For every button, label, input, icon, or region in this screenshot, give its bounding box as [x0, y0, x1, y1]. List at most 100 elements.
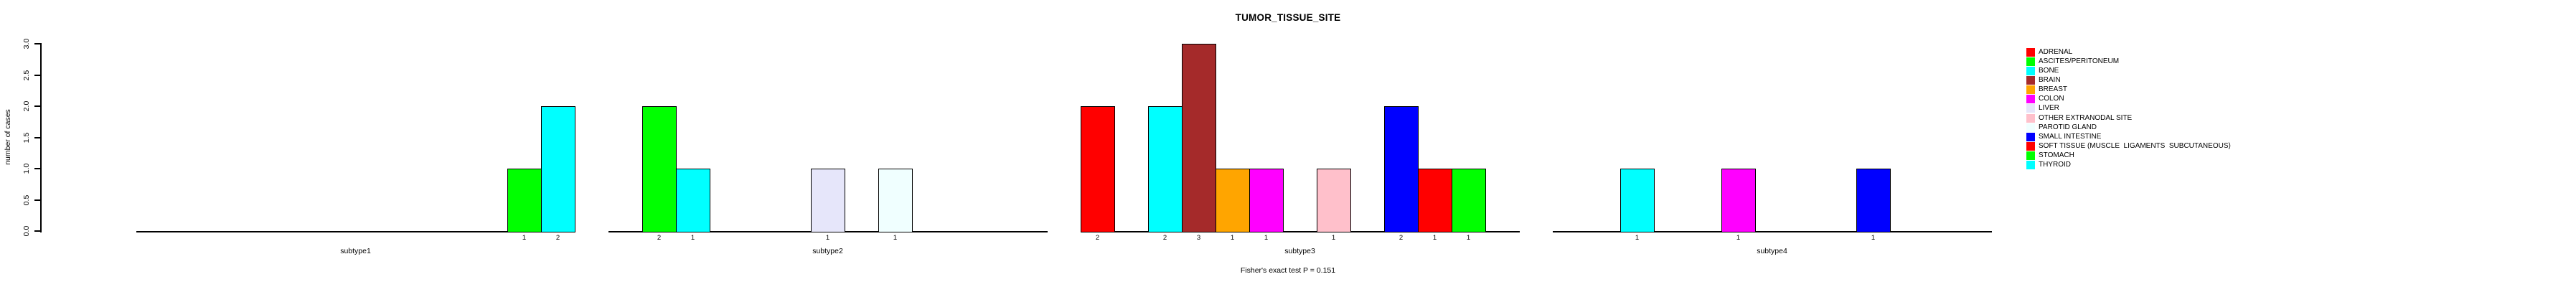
bar-subtype4: [1856, 169, 1891, 232]
legend-color-swatch: [2026, 123, 2035, 132]
y-tick-label: 2.5: [22, 70, 31, 80]
legend-label: SMALL INTESTINE: [2039, 133, 2102, 141]
legend-label: OTHER EXTRANODAL SITE: [2039, 114, 2133, 122]
legend-color-swatch: [2026, 103, 2035, 113]
legend-label: PAROTID GLAND: [2039, 123, 2097, 131]
bar-subtype2: [676, 169, 710, 232]
legend-color-swatch: [2026, 132, 2035, 141]
x-axis-line: [1553, 231, 1992, 232]
legend-item: ASCITES/PERITONEUM: [2026, 57, 2119, 66]
legend-label: ASCITES/PERITONEUM: [2039, 57, 2120, 65]
chart-title: TUMOR_TISSUE_SITE: [1235, 12, 1341, 23]
legend-label: THYROID: [2039, 161, 2071, 169]
legend-color-swatch: [2026, 94, 2035, 103]
bar-value-label: 1: [1264, 234, 1269, 242]
fisher-test-annotation: Fisher's exact test P = 0.151: [1240, 266, 1336, 275]
bar-value-label: 1: [522, 234, 527, 242]
y-tick: [34, 230, 40, 232]
bar-value-label: 1: [893, 234, 898, 242]
legend-label: LIVER: [2039, 104, 2059, 112]
legend-label: STOMACH: [2039, 151, 2074, 159]
bar-subtype1: [541, 106, 575, 232]
x-axis-line: [1081, 231, 1520, 232]
bar-value-label: 1: [1736, 234, 1741, 242]
legend-label: BRAIN: [2039, 76, 2061, 84]
legend-color-swatch: [2026, 47, 2035, 57]
legend-item: ADRENAL: [2026, 47, 2072, 57]
y-tick-label: 3.0: [22, 38, 31, 50]
legend-color-swatch: [2026, 113, 2035, 123]
y-axis-label: number of cases: [4, 109, 12, 165]
legend-label: ADRENAL: [2039, 48, 2073, 56]
bar-value-label: 2: [555, 234, 560, 242]
bar-subtype3: [1249, 169, 1284, 232]
legend-color-swatch: [2026, 141, 2035, 151]
y-tick: [34, 74, 40, 76]
legend-item: COLON: [2026, 94, 2064, 103]
y-tick: [34, 136, 40, 138]
legend-color-swatch: [2026, 151, 2035, 160]
bar-subtype3: [1216, 169, 1250, 232]
group-label-subtype2: subtype2: [812, 247, 843, 255]
bar-value-label: 1: [1432, 234, 1437, 242]
legend-item: LIVER: [2026, 103, 2059, 113]
bar-subtype2: [811, 169, 845, 232]
bar-value-label: 1: [825, 234, 830, 242]
y-axis-line: [40, 43, 42, 232]
group-label-subtype1: subtype1: [340, 247, 371, 255]
bar-value-label: 1: [1230, 234, 1235, 242]
legend-label: SOFT TISSUE (MUSCLE LIGAMENTS SUBCUTANEO…: [2039, 142, 2231, 150]
bar-subtype2: [878, 169, 913, 232]
y-tick-label: 0.5: [22, 194, 31, 205]
group-label-subtype4: subtype4: [1757, 247, 1787, 255]
y-tick-label: 2.0: [22, 100, 31, 112]
bar-value-label: 1: [1871, 234, 1876, 242]
y-tick-label: 1.0: [22, 163, 31, 174]
bar-subtype3: [1182, 44, 1216, 232]
bar-value-label: 1: [1466, 234, 1471, 242]
bar-value-label: 1: [1331, 234, 1336, 242]
legend-item: SOFT TISSUE (MUSCLE LIGAMENTS SUBCUTANEO…: [2026, 141, 2231, 151]
legend-label: COLON: [2039, 95, 2064, 103]
y-tick: [34, 199, 40, 201]
bar-subtype3: [1317, 169, 1351, 232]
legend-color-swatch: [2026, 85, 2035, 94]
bar-value-label: 2: [1162, 234, 1167, 242]
bar-value-label: 1: [690, 234, 695, 242]
bar-value-label: 3: [1196, 234, 1201, 242]
bar-subtype3: [1148, 106, 1183, 232]
bar-subtype3: [1452, 169, 1486, 232]
bar-subtype4: [1721, 169, 1756, 232]
y-tick: [34, 43, 40, 44]
legend-color-swatch: [2026, 160, 2035, 169]
bar-value-label: 1: [1635, 234, 1640, 242]
group-label-subtype3: subtype3: [1284, 247, 1315, 255]
bar-value-label: 2: [657, 234, 662, 242]
legend-color-swatch: [2026, 66, 2035, 75]
legend-item: BREAST: [2026, 85, 2067, 94]
y-tick: [34, 105, 40, 107]
legend-item: PAROTID GLAND: [2026, 123, 2097, 132]
legend-item: BRAIN: [2026, 75, 2061, 85]
legend-item: THYROID: [2026, 160, 2071, 169]
legend-color-swatch: [2026, 75, 2035, 85]
legend-item: SMALL INTESTINE: [2026, 132, 2101, 141]
bar-subtype3: [1418, 169, 1452, 232]
legend-item: STOMACH: [2026, 151, 2074, 160]
legend-label: BREAST: [2039, 85, 2068, 93]
legend-label: BONE: [2039, 67, 2059, 75]
bar-subtype2: [642, 106, 677, 232]
bar-value-label: 2: [1399, 234, 1404, 242]
legend-item: OTHER EXTRANODAL SITE: [2026, 113, 2132, 123]
x-axis-line: [136, 231, 575, 232]
legend-item: BONE: [2026, 66, 2059, 75]
y-tick-label: 1.5: [22, 132, 31, 143]
bar-subtype1: [507, 169, 542, 232]
legend-color-swatch: [2026, 57, 2035, 66]
bar-subtype4: [1620, 169, 1655, 232]
y-tick-label: 0.0: [22, 225, 31, 237]
y-tick: [34, 168, 40, 169]
bar-subtype3: [1384, 106, 1419, 232]
bar-value-label: 2: [1095, 234, 1100, 242]
